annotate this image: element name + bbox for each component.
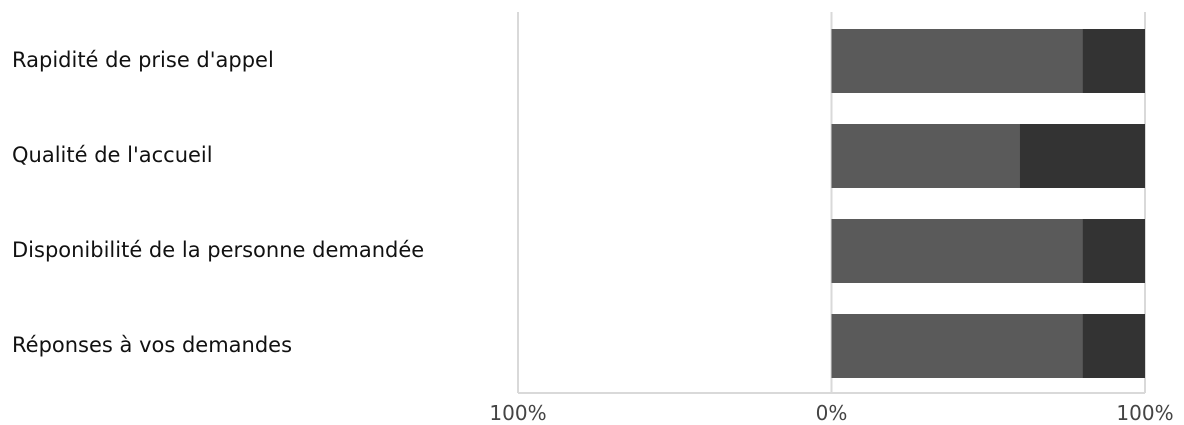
category-label: Disponibilité de la personne demandée (12, 238, 424, 262)
category-label: Qualité de l'accueil (12, 143, 213, 167)
category-label: Réponses à vos demandes (12, 333, 292, 357)
bar-segment-0-0 (831, 29, 1083, 93)
bar-segment-1-0 (831, 124, 1020, 188)
x-tick-label: 0% (816, 401, 848, 425)
bar-segment-1-1 (1019, 124, 1145, 188)
bar-segment-3-1 (1082, 314, 1145, 378)
x-tick-label: 100% (1116, 401, 1173, 425)
bar-segment-3-0 (831, 314, 1083, 378)
x-axis-tick-labels: 100% 0% 100% (489, 401, 1173, 425)
bar-segment-2-0 (831, 219, 1083, 283)
x-tick-label: 100% (489, 401, 546, 425)
category-label: Rapidité de prise d'appel (12, 48, 274, 72)
category-labels: Rapidité de prise d'appel Qualité de l'ac… (12, 48, 424, 357)
bar-segment-0-1 (1082, 29, 1145, 93)
bars-layer (831, 29, 1145, 378)
bar-segment-2-1 (1082, 219, 1145, 283)
